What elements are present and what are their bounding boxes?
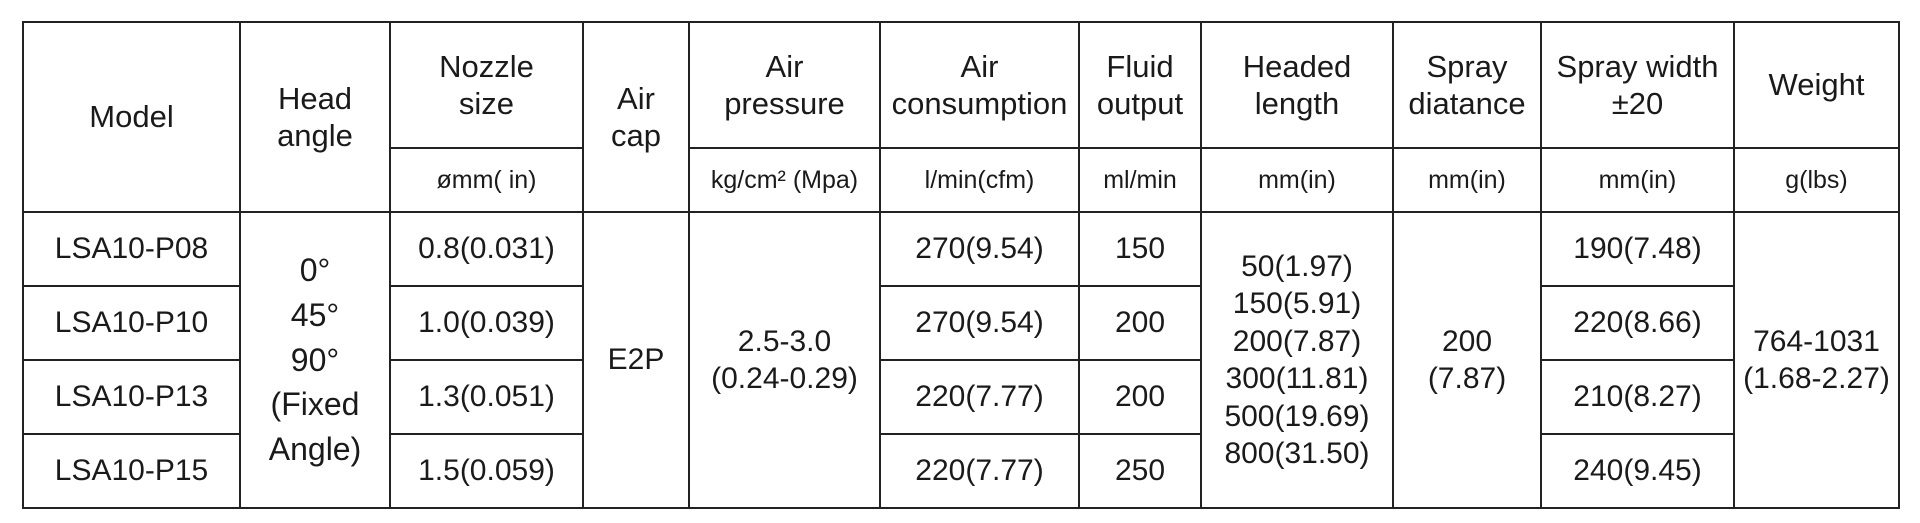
unit: kg/cm² (Mpa) [688,147,881,213]
cell: 250 [1078,433,1202,509]
cell: 150 [1078,211,1202,287]
header: Nozzle size [389,21,584,149]
unit: mm(in) [1540,147,1735,213]
cell: LSA10-P10 [22,285,241,361]
cell: 1.3(0.051) [389,359,584,435]
header: Headed length [1200,21,1394,149]
cell: 50(1.97) 150(5.91) 200(7.87) 300(11.81) … [1200,211,1394,509]
cell: 1.0(0.039) [389,285,584,361]
header: Air pressure [688,21,881,149]
cell: 270(9.54) [879,285,1080,361]
header: Air consumption [879,21,1080,149]
cell: 220(7.77) [879,433,1080,509]
cell: 0.8(0.031) [389,211,584,287]
header: Air cap [582,21,690,213]
cell: 200 [1078,285,1202,361]
cell: 220(7.77) [879,359,1080,435]
unit: l/min(cfm) [879,147,1080,213]
cell: 210(8.27) [1540,359,1735,435]
cell: 200 (7.87) [1392,211,1542,509]
header: Spray diatance [1392,21,1542,149]
cell: 190(7.48) [1540,211,1735,287]
cell: E2P [582,211,690,509]
cell: 270(9.54) [879,211,1080,287]
cell: 220(8.66) [1540,285,1735,361]
cell: 240(9.45) [1540,433,1735,509]
unit: ml/min [1078,147,1202,213]
cell: 764-1031 (1.68-2.27) [1733,211,1900,509]
header: Weight [1733,21,1900,149]
cell: LSA10-P08 [22,211,241,287]
cell: LSA10-P13 [22,359,241,435]
header: Model [22,21,241,213]
header: Fluid output [1078,21,1202,149]
unit: mm(in) [1392,147,1542,213]
cell: 200 [1078,359,1202,435]
spec-table: Model Head angle Nozzle size Air cap Air… [22,21,1900,509]
unit: g(lbs) [1733,147,1900,213]
cell: 0° 45° 90° (Fixed Angle) [239,211,391,509]
cell: 2.5-3.0 (0.24-0.29) [688,211,881,509]
cell: 1.5(0.059) [389,433,584,509]
cell: LSA10-P15 [22,433,241,509]
header: Spray width ±20 [1540,21,1735,149]
unit: mm(in) [1200,147,1394,213]
unit: ømm( in) [389,147,584,213]
header: Head angle [239,21,391,213]
